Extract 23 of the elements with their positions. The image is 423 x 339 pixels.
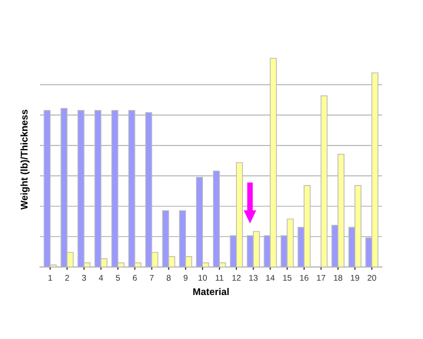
x-tick-label: 12 xyxy=(232,274,241,281)
y-axis-title: Weight (lb)/Thickness xyxy=(20,110,30,210)
x-tick-label: 1 xyxy=(48,274,52,281)
x-tick-label: 17 xyxy=(317,274,326,281)
x-tick-label: 19 xyxy=(350,274,360,281)
x-tick-label: 20 xyxy=(368,274,376,281)
x-tick-label: 2 xyxy=(65,274,69,281)
x-tick-label: 3 xyxy=(82,274,86,281)
x-axis-title: Material xyxy=(193,288,229,296)
x-tick-label: 14 xyxy=(266,274,275,281)
x-tick-label: 10 xyxy=(198,274,207,281)
x-tick-label: 5 xyxy=(116,274,120,281)
x-tick-label: 16 xyxy=(300,274,308,281)
x-tick-label: 18 xyxy=(334,274,342,281)
x-tick-label: 13 xyxy=(249,274,258,281)
x-tick-label: 8 xyxy=(166,274,171,281)
x-tick-label: 9 xyxy=(184,274,188,281)
bar xyxy=(320,95,328,267)
x-tick-label: 6 xyxy=(132,274,137,281)
x-tick-label: 11 xyxy=(216,274,224,281)
x-tick-label: 15 xyxy=(283,274,292,281)
x-tick-label: 7 xyxy=(150,274,154,281)
x-tick-label: 4 xyxy=(98,274,104,281)
